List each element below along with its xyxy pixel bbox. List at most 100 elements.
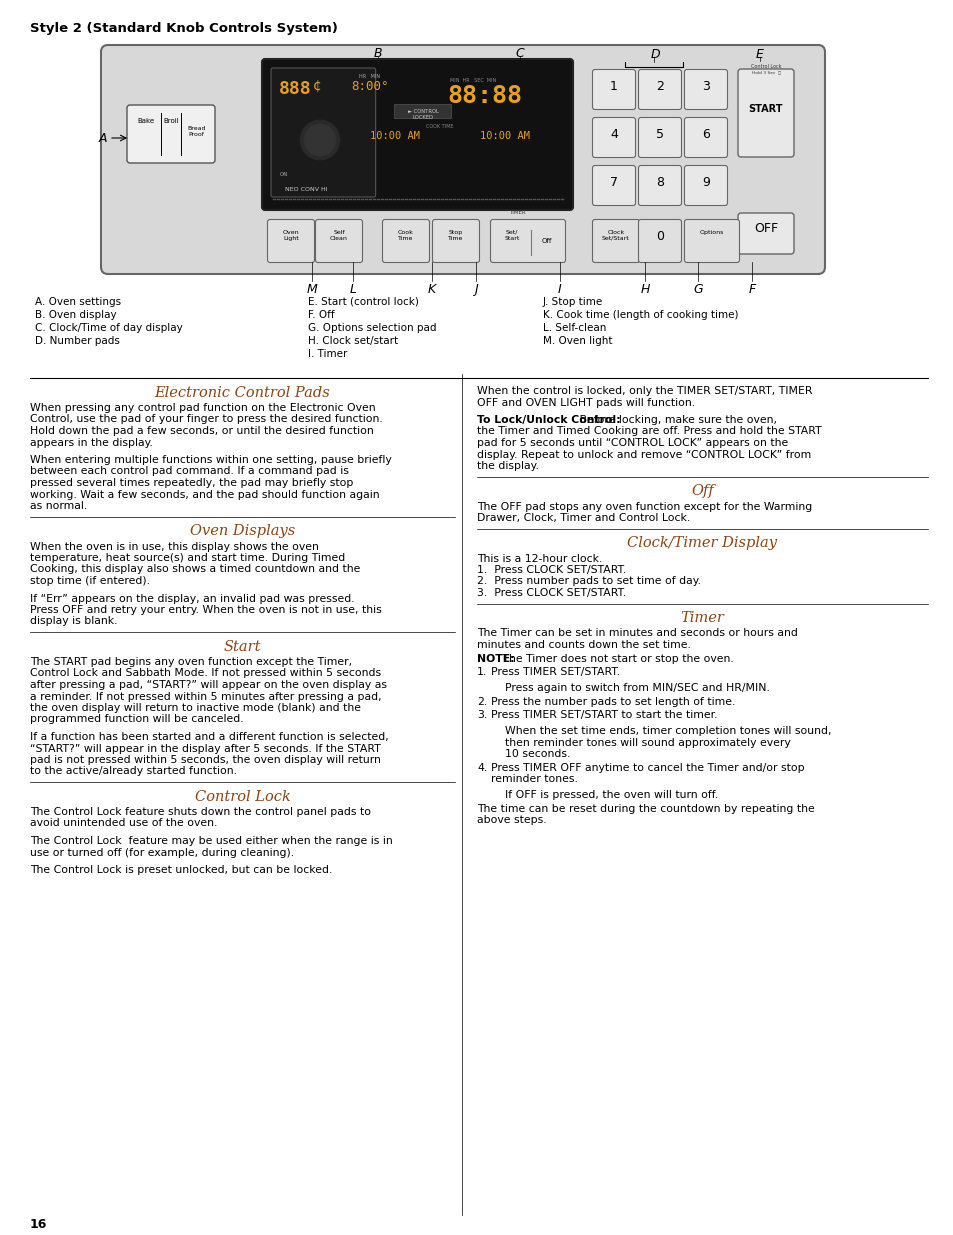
FancyBboxPatch shape: [638, 117, 680, 158]
Text: COOK TIME: COOK TIME: [426, 124, 454, 128]
FancyBboxPatch shape: [592, 117, 635, 158]
Text: The OFF pad stops any oven function except for the Warming: The OFF pad stops any oven function exce…: [476, 501, 811, 511]
Text: Set/
Start: Set/ Start: [504, 230, 519, 241]
Text: Press TIMER SET/START.: Press TIMER SET/START.: [491, 667, 619, 677]
Text: Press TIMER OFF anytime to cancel the Timer and/or stop: Press TIMER OFF anytime to cancel the Ti…: [491, 763, 803, 773]
Text: When the set time ends, timer completion tones will sound,: When the set time ends, timer completion…: [504, 726, 831, 736]
FancyBboxPatch shape: [638, 220, 680, 263]
Text: NOTE:: NOTE:: [476, 653, 514, 663]
Text: 7: 7: [609, 177, 618, 189]
Text: 3.: 3.: [476, 710, 487, 720]
Text: Hold down the pad a few seconds, or until the desired function: Hold down the pad a few seconds, or unti…: [30, 426, 374, 436]
Text: 2.: 2.: [476, 697, 487, 706]
Text: H: H: [639, 283, 649, 296]
Text: Drawer, Clock, Timer and Control Lock.: Drawer, Clock, Timer and Control Lock.: [476, 513, 690, 522]
Text: Clock/Timer Display: Clock/Timer Display: [627, 536, 777, 551]
FancyBboxPatch shape: [127, 105, 214, 163]
FancyBboxPatch shape: [684, 69, 727, 110]
Text: reminder tones.: reminder tones.: [491, 774, 578, 784]
Text: To Lock/Unlock Control:: To Lock/Unlock Control:: [476, 415, 620, 425]
Text: HR   MIN: HR MIN: [359, 74, 380, 79]
Text: K: K: [428, 283, 436, 296]
Text: L: L: [349, 283, 356, 296]
Text: pad for 5 seconds until “CONTROL LOCK” appears on the: pad for 5 seconds until “CONTROL LOCK” a…: [476, 438, 787, 448]
Text: When the oven is in use, this display shows the oven: When the oven is in use, this display sh…: [30, 541, 318, 552]
Text: 8:00°: 8:00°: [351, 80, 388, 93]
Text: OFF: OFF: [753, 222, 778, 235]
Text: 3.  Press CLOCK SET/START.: 3. Press CLOCK SET/START.: [476, 588, 625, 598]
Text: G: G: [693, 283, 702, 296]
Text: 6: 6: [701, 128, 709, 141]
Text: E. Start (control lock): E. Start (control lock): [308, 296, 418, 308]
Text: MIN  HR   SEC  MIN: MIN HR SEC MIN: [450, 78, 496, 83]
Text: A: A: [98, 131, 107, 144]
Text: Oven Displays: Oven Displays: [190, 525, 294, 538]
Text: The Timer can be set in minutes and seconds or hours and: The Timer can be set in minutes and seco…: [476, 629, 797, 638]
Text: the oven display will return to inactive mode (blank) and the: the oven display will return to inactive…: [30, 703, 360, 713]
Text: START: START: [748, 104, 782, 114]
Text: Press again to switch from MIN/SEC and HR/MIN.: Press again to switch from MIN/SEC and H…: [504, 683, 769, 693]
FancyBboxPatch shape: [262, 59, 573, 210]
Text: G. Options selection pad: G. Options selection pad: [308, 324, 436, 333]
Text: the Timer and Timed Cooking are off. Press and hold the START: the Timer and Timed Cooking are off. Pre…: [476, 426, 821, 436]
Text: Bread
Proof: Bread Proof: [187, 126, 206, 137]
FancyBboxPatch shape: [638, 69, 680, 110]
Text: LOCKED: LOCKED: [412, 115, 433, 120]
Text: the display.: the display.: [476, 461, 538, 471]
Text: Options: Options: [700, 230, 723, 235]
Text: The Control Lock is preset unlocked, but can be locked.: The Control Lock is preset unlocked, but…: [30, 864, 332, 876]
Text: 88:88: 88:88: [447, 84, 522, 107]
Text: H. Clock set/start: H. Clock set/start: [308, 336, 397, 346]
Text: 1: 1: [609, 80, 618, 93]
FancyBboxPatch shape: [592, 220, 639, 263]
Text: 10 seconds.: 10 seconds.: [504, 750, 570, 760]
Text: 4.: 4.: [476, 763, 487, 773]
Text: This is a 12-hour clock.: This is a 12-hour clock.: [476, 553, 601, 563]
Text: 1.  Press CLOCK SET/START.: 1. Press CLOCK SET/START.: [476, 564, 625, 576]
Text: stop time (if entered).: stop time (if entered).: [30, 576, 150, 585]
Text: L. Self-clean: L. Self-clean: [542, 324, 606, 333]
Text: “START?” will appear in the display after 5 seconds. If the START: “START?” will appear in the display afte…: [30, 743, 380, 753]
Text: Clock
Set/Start: Clock Set/Start: [601, 230, 629, 241]
Text: a reminder. If not pressed within 5 minutes after pressing a pad,: a reminder. If not pressed within 5 minu…: [30, 692, 381, 701]
Text: Broil: Broil: [163, 119, 178, 124]
Text: use or turned off (for example, during cleaning).: use or turned off (for example, during c…: [30, 847, 294, 857]
Text: after pressing a pad, “START?” will appear on the oven display as: after pressing a pad, “START?” will appe…: [30, 680, 387, 690]
FancyBboxPatch shape: [101, 44, 824, 274]
Text: ON: ON: [280, 172, 288, 177]
Text: M: M: [306, 283, 317, 296]
Text: Timer: Timer: [679, 611, 723, 625]
Text: Style 2 (Standard Knob Controls System): Style 2 (Standard Knob Controls System): [30, 22, 337, 35]
Text: 9: 9: [701, 177, 709, 189]
Text: If “Err” appears on the display, an invalid pad was pressed.: If “Err” appears on the display, an inva…: [30, 594, 355, 604]
Text: Self
Clean: Self Clean: [330, 230, 348, 241]
Text: C. Clock/Time of day display: C. Clock/Time of day display: [35, 324, 183, 333]
Text: ¢: ¢: [313, 80, 321, 94]
Text: K. Cook time (length of cooking time): K. Cook time (length of cooking time): [542, 310, 738, 320]
FancyBboxPatch shape: [394, 104, 451, 119]
Text: NEO CONV HI: NEO CONV HI: [285, 186, 327, 191]
Text: Press the number pads to set length of time.: Press the number pads to set length of t…: [491, 697, 735, 706]
Text: TIMER: TIMER: [508, 210, 525, 215]
Text: display. Repeat to unlock and remove “CONTROL LOCK” from: display. Repeat to unlock and remove “CO…: [476, 450, 810, 459]
Text: Bake: Bake: [137, 119, 154, 124]
Text: 2: 2: [656, 80, 663, 93]
Text: to the active/already started function.: to the active/already started function.: [30, 767, 236, 777]
Text: Control Lock: Control Lock: [194, 790, 290, 804]
Text: pressed several times repeatedly, the pad may briefly stop: pressed several times repeatedly, the pa…: [30, 478, 353, 488]
Text: J: J: [474, 283, 477, 296]
Text: above steps.: above steps.: [476, 815, 546, 825]
Text: Press OFF and retry your entry. When the oven is not in use, this: Press OFF and retry your entry. When the…: [30, 605, 381, 615]
Text: When the control is locked, only the TIMER SET/START, TIMER: When the control is locked, only the TIM…: [476, 387, 812, 396]
Text: Control, use the pad of your finger to press the desired function.: Control, use the pad of your finger to p…: [30, 415, 382, 425]
Text: 888: 888: [278, 80, 311, 98]
Text: Before locking, make sure the oven,: Before locking, make sure the oven,: [576, 415, 776, 425]
Text: If a function has been started and a different function is selected,: If a function has been started and a dif…: [30, 732, 388, 742]
Text: D. Number pads: D. Number pads: [35, 336, 120, 346]
Text: F: F: [747, 283, 755, 296]
FancyBboxPatch shape: [490, 220, 565, 263]
Text: Electronic Control Pads: Electronic Control Pads: [154, 387, 330, 400]
FancyBboxPatch shape: [684, 165, 727, 205]
Text: programmed function will be canceled.: programmed function will be canceled.: [30, 715, 243, 725]
Text: The START pad begins any oven function except the Timer,: The START pad begins any oven function e…: [30, 657, 352, 667]
